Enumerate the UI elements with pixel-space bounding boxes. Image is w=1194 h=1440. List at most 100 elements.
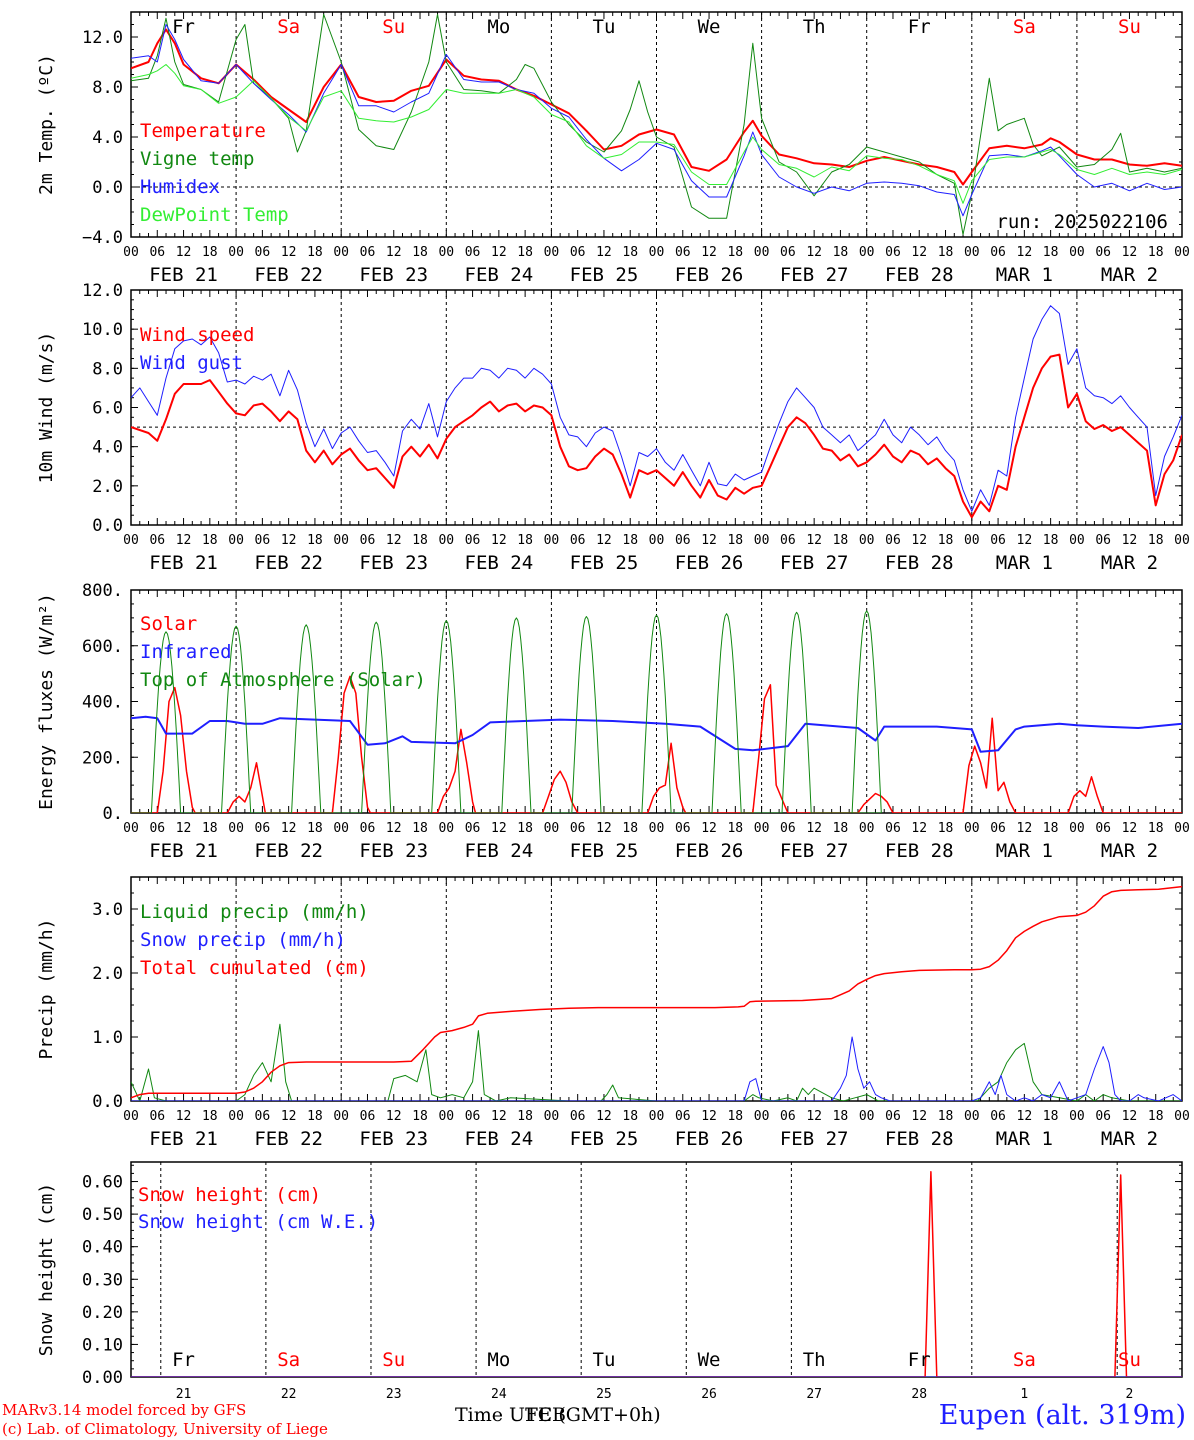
legend-entry: Wind gust (140, 352, 243, 374)
series-line-1 (131, 675, 1182, 813)
date-label: FEB 27 (780, 552, 849, 574)
series-line-2 (131, 715, 1182, 753)
time-axis-label: Time UTC (GMT+0h) FEB (455, 1404, 661, 1426)
date-label: FEB 22 (254, 552, 323, 574)
hour-label: 00 (1174, 533, 1190, 548)
y-tick-label: 12.0 (82, 28, 123, 48)
hour-label: 18 (1043, 1109, 1059, 1124)
weekday-label: Sa (1013, 1349, 1036, 1371)
hour-label: 06 (885, 1109, 901, 1124)
panel-frame (130, 589, 1183, 814)
hour-label: 00 (754, 533, 770, 548)
weekday-label: Su (1118, 1349, 1141, 1371)
date-label: MAR 1 (996, 1128, 1053, 1150)
hour-label: 12 (701, 821, 717, 836)
hour-label: 06 (1095, 1109, 1111, 1124)
weekday-label: Mo (487, 16, 510, 38)
legend-entry: Temperature (140, 120, 266, 142)
hour-label: 06 (570, 1109, 586, 1124)
day-number-label: 24 (491, 1387, 507, 1402)
hour-label: 06 (255, 821, 271, 836)
hour-label: 18 (833, 821, 849, 836)
legend-entry: Vigne temp (140, 148, 254, 170)
hour-label: 00 (228, 821, 244, 836)
hour-label: 12 (911, 1109, 927, 1124)
hour-label: 12 (281, 1109, 297, 1124)
hour-label: 00 (438, 1109, 454, 1124)
date-label: FEB 23 (359, 264, 428, 286)
hour-label: 06 (885, 245, 901, 260)
hour-label: 18 (307, 1109, 323, 1124)
hour-label: 00 (964, 533, 980, 548)
weekday-label: Fr (172, 16, 195, 38)
weekday-label: Th (803, 1349, 826, 1371)
hour-label: 12 (911, 821, 927, 836)
hour-label: 06 (570, 245, 586, 260)
hour-label: 00 (228, 245, 244, 260)
day-number-label: 23 (386, 1387, 402, 1402)
hour-label: 06 (149, 1109, 165, 1124)
y-tick-label: 0.30 (82, 1270, 123, 1290)
hour-label: 00 (228, 1109, 244, 1124)
y-axis-title: Precip (mm/h) (36, 919, 57, 1060)
hour-label: 12 (806, 533, 822, 548)
hour-label: 18 (1148, 821, 1164, 836)
weekday-label: Su (382, 16, 405, 38)
hour-label: 06 (780, 533, 796, 548)
date-label: MAR 2 (1101, 552, 1158, 574)
hour-label: 06 (149, 245, 165, 260)
weekday-label: We (698, 16, 721, 38)
hour-label: 00 (1174, 245, 1190, 260)
hour-label: 00 (228, 533, 244, 548)
day-number-label: 28 (911, 1387, 927, 1402)
hour-label: 06 (885, 533, 901, 548)
y-tick-label: 0. (103, 804, 123, 824)
hour-label: 06 (570, 821, 586, 836)
model-credit: MARv3.14 model forced by GFS (2, 1401, 247, 1419)
hour-label: 12 (1122, 1109, 1138, 1124)
hour-label: 12 (911, 533, 927, 548)
day-number-label: 2 (1126, 1387, 1134, 1402)
hour-label: 12 (386, 245, 402, 260)
hour-label: 12 (1017, 245, 1033, 260)
day-number-label: 25 (596, 1387, 612, 1402)
y-axis-title: Snow height (cm) (36, 1183, 57, 1356)
weekday-label: Su (382, 1349, 405, 1371)
hour-label: 18 (1043, 533, 1059, 548)
date-label: MAR 1 (996, 264, 1053, 286)
hour-label: 06 (780, 245, 796, 260)
date-label: FEB 22 (254, 1128, 323, 1150)
y-tick-label: 10.0 (82, 320, 123, 340)
hour-label: 12 (491, 1109, 507, 1124)
hour-label: 12 (386, 533, 402, 548)
legend-entry: Solar (140, 613, 197, 635)
hour-label: 00 (754, 245, 770, 260)
y-tick-label: 0.0 (92, 1092, 123, 1112)
y-tick-label: 0.0 (92, 516, 123, 536)
hour-label: 12 (491, 533, 507, 548)
y-tick-label: 600. (82, 637, 123, 657)
y-tick-label: 4.0 (92, 438, 123, 458)
hour-label: 12 (596, 245, 612, 260)
y-axis-title: 2m Temp. (ºC) (36, 54, 57, 195)
date-label: FEB 28 (885, 552, 954, 574)
y-tick-label: 200. (82, 748, 123, 768)
hour-label: 00 (333, 1109, 349, 1124)
hour-label: 12 (176, 533, 192, 548)
legend-entry: Snow height (cm W.E.) (138, 1211, 378, 1233)
series-line-2 (131, 305, 1182, 512)
series-line-3 (131, 885, 1182, 1099)
date-label: FEB 25 (570, 552, 639, 574)
hour-label: 00 (1174, 1109, 1190, 1124)
date-label: FEB 23 (359, 552, 428, 574)
date-label: FEB 26 (675, 840, 744, 862)
hour-label: 00 (1069, 533, 1085, 548)
y-tick-label: 0.20 (82, 1303, 123, 1323)
hour-label: 12 (1017, 533, 1033, 548)
weekday-label: Fr (172, 1349, 195, 1371)
hour-label: 18 (622, 821, 638, 836)
time-label-overlay: FEB (525, 1404, 567, 1426)
date-label: FEB 28 (885, 1128, 954, 1150)
hour-label: 06 (465, 1109, 481, 1124)
